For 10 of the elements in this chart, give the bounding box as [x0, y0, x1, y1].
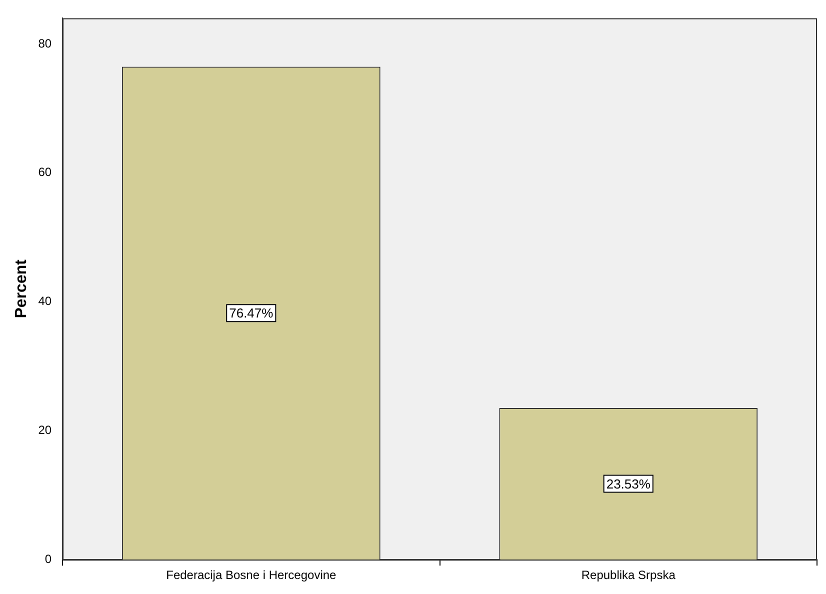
data-label: 23.53% — [606, 476, 651, 492]
x-tick-label: Federacija Bosne i Hercegovine — [166, 568, 337, 582]
y-tick-label: 20 — [38, 423, 52, 438]
y-tick-label: 0 — [44, 552, 52, 566]
data-label: 76.47% — [229, 306, 274, 321]
x-tick-label: Republika Srpska — [581, 568, 676, 582]
y-tick-label: 60 — [38, 165, 52, 180]
y-axis-title: Percent — [13, 258, 30, 318]
y-tick-label: 80 — [38, 36, 52, 50]
y-tick-label: 40 — [38, 294, 52, 308]
